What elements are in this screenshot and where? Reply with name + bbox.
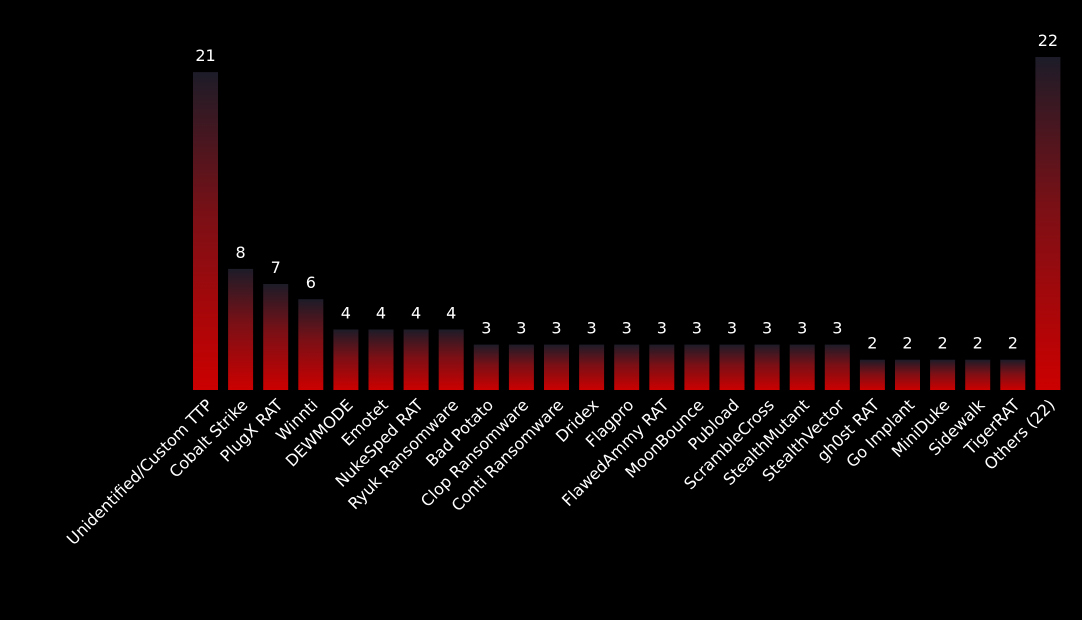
bar-scramblecross bbox=[754, 344, 780, 390]
bar-cobalt-strike bbox=[228, 268, 254, 390]
value-label-unidentified-custom-ttp: 21 bbox=[195, 46, 215, 65]
bar-miniduke bbox=[930, 359, 956, 390]
bar-flawedammy-rat bbox=[649, 344, 675, 390]
bar-emotet bbox=[368, 329, 394, 390]
value-label-emotet: 4 bbox=[376, 304, 386, 323]
bar-winnti bbox=[298, 299, 324, 390]
value-label-flawedammy-rat: 3 bbox=[657, 319, 667, 338]
bar-nukesped-rat bbox=[403, 329, 429, 390]
value-label-winnti: 6 bbox=[306, 273, 316, 292]
bar-conti-ransomware bbox=[544, 344, 569, 390]
value-label-plugx-rat: 7 bbox=[271, 258, 281, 277]
bar-clop-ransomware bbox=[508, 344, 534, 390]
value-label-miniduke: 2 bbox=[938, 334, 948, 353]
value-label-dridex: 3 bbox=[587, 319, 597, 338]
tick-label-unidentified-custom-ttp: Unidentified/Custom TTP bbox=[63, 395, 217, 549]
value-label-bad-potato: 3 bbox=[481, 319, 491, 338]
value-label-go-implant: 2 bbox=[902, 334, 912, 353]
bar-tigerrat bbox=[1000, 359, 1026, 390]
value-label-moonbounce: 3 bbox=[692, 319, 702, 338]
value-label-cobalt-strike: 8 bbox=[236, 243, 246, 262]
bar-plugx-rat bbox=[263, 284, 289, 390]
value-label-pubload: 3 bbox=[727, 319, 737, 338]
bar-flagpro bbox=[614, 344, 640, 390]
bar-others-22 bbox=[1035, 57, 1061, 390]
bar-pubload bbox=[719, 344, 745, 390]
value-label-gh0st-rat: 2 bbox=[867, 334, 877, 353]
bar-sidewalk bbox=[965, 359, 991, 390]
value-label-conti-ransomware: 3 bbox=[551, 319, 561, 338]
bar-stealthvector bbox=[824, 344, 850, 390]
bar-bad-potato bbox=[473, 344, 499, 390]
value-label-others-22: 22 bbox=[1038, 31, 1058, 50]
value-label-stealthvector: 3 bbox=[832, 319, 842, 338]
bar-ryuk-ransomware bbox=[438, 329, 464, 390]
value-label-nukesped-rat: 4 bbox=[411, 304, 421, 323]
value-label-tigerrat: 2 bbox=[1008, 334, 1018, 353]
bars-group bbox=[193, 57, 1061, 390]
bar-go-implant bbox=[895, 359, 920, 390]
bar-dewmode bbox=[333, 329, 359, 390]
bar-gh0st-rat bbox=[859, 359, 885, 390]
value-label-clop-ransomware: 3 bbox=[516, 319, 526, 338]
bar-moonbounce bbox=[684, 344, 710, 390]
value-label-dewmode: 4 bbox=[341, 304, 351, 323]
bar-unidentified-custom-ttp bbox=[193, 72, 218, 390]
bar-dridex bbox=[579, 344, 605, 390]
value-label-flagpro: 3 bbox=[622, 319, 632, 338]
value-label-sidewalk: 2 bbox=[973, 334, 983, 353]
bar-stealthmutant bbox=[789, 344, 815, 390]
value-label-stealthmutant: 3 bbox=[797, 319, 807, 338]
value-label-scramblecross: 3 bbox=[762, 319, 772, 338]
value-label-ryuk-ransomware: 4 bbox=[446, 304, 456, 323]
